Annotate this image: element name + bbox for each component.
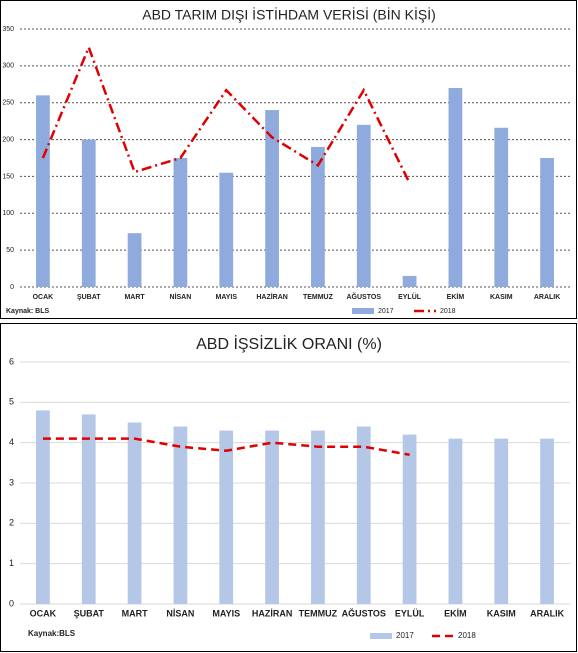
x-tick-label: KASIM: [487, 608, 516, 618]
bar: [494, 438, 509, 604]
bar: [311, 146, 325, 287]
y-tick-label: 4: [9, 437, 14, 447]
source-note: Kaynak: BLS: [6, 308, 50, 315]
legend-label: 2018: [458, 631, 476, 640]
x-tick-label: HAZİRAN: [256, 293, 288, 301]
x-tick-label: MAYIS: [212, 608, 240, 618]
y-tick-label: 0: [10, 284, 14, 291]
x-tick-label: HAZİRAN: [252, 608, 293, 618]
x-tick-label: AĞUSTOS: [342, 607, 386, 618]
legend-label: 2018: [440, 308, 456, 315]
x-tick-label: NİSAN: [166, 608, 194, 618]
x-tick-label: ARALIK: [534, 294, 560, 301]
x-tick-label: AĞUSTOS: [347, 292, 382, 301]
chart-title: ABD TARIM DIŞI İSTİHDAM VERİSİ (BİN KİŞİ…: [142, 6, 436, 23]
bar: [173, 426, 188, 604]
legend-swatch: [370, 633, 392, 639]
x-tick-label: EKİM: [444, 608, 467, 618]
x-tick-label: EKİM: [447, 293, 465, 301]
x-tick-label: KASIM: [490, 294, 513, 301]
bar: [36, 410, 50, 604]
y-tick-label: 50: [6, 247, 14, 254]
y-tick-label: 2: [9, 518, 14, 528]
chart-frame: [0, 0, 577, 319]
x-tick-label: OCAK: [33, 294, 54, 301]
bar: [356, 124, 371, 287]
x-tick-label: ŞUBAT: [74, 608, 105, 618]
y-tick-label: 100: [2, 210, 14, 217]
x-tick-label: EYLÜL: [398, 292, 422, 301]
bar: [219, 430, 234, 604]
bar: [173, 158, 188, 287]
bar: [540, 158, 554, 287]
bar: [494, 127, 509, 287]
x-tick-label: MART: [122, 608, 148, 618]
y-tick-label: 6: [9, 356, 14, 366]
y-tick-label: 300: [2, 63, 14, 70]
chart-frame: [0, 323, 577, 652]
x-tick-label: TEMMUZ: [303, 294, 334, 301]
legend-label: 2017: [396, 631, 414, 640]
bar: [127, 233, 142, 287]
source-note: Kaynak:BLS: [28, 629, 76, 638]
bar: [448, 438, 463, 604]
y-tick-label: 1: [9, 558, 14, 568]
x-tick-label: ŞUBAT: [77, 294, 101, 301]
y-tick-label: 3: [9, 477, 14, 487]
x-tick-label: MART: [124, 294, 145, 301]
line-series: [42, 437, 410, 456]
bar: [402, 275, 417, 287]
bar: [127, 422, 142, 604]
line-series: [41, 43, 411, 184]
x-tick-label: EYLÜL: [395, 608, 425, 618]
bar: [540, 438, 554, 604]
legend-swatch: [352, 308, 374, 314]
y-tick-label: 0: [9, 598, 14, 608]
bar: [81, 139, 96, 287]
bar: [36, 95, 50, 287]
bar: [402, 434, 417, 604]
bar: [448, 87, 463, 287]
bar: [356, 426, 371, 604]
bar: [219, 172, 234, 287]
x-tick-label: OCAK: [30, 608, 57, 618]
x-tick-label: MAYIS: [215, 294, 237, 301]
bar: [265, 430, 279, 604]
x-tick-label: NİSAN: [170, 293, 192, 301]
legend-label: 2017: [378, 308, 394, 315]
y-tick-label: 5: [9, 397, 14, 407]
y-tick-label: 150: [2, 173, 14, 180]
y-tick-label: 350: [2, 26, 14, 33]
bar: [311, 430, 325, 604]
y-tick-label: 200: [2, 136, 14, 143]
y-tick-label: 250: [2, 100, 14, 107]
bar: [81, 414, 96, 604]
x-tick-label: TEMMUZ: [299, 608, 338, 618]
bar: [265, 110, 279, 287]
x-tick-label: ARALIK: [530, 608, 564, 618]
chart-title: ABD İŞSİZLİK ORANI (%): [196, 334, 382, 353]
